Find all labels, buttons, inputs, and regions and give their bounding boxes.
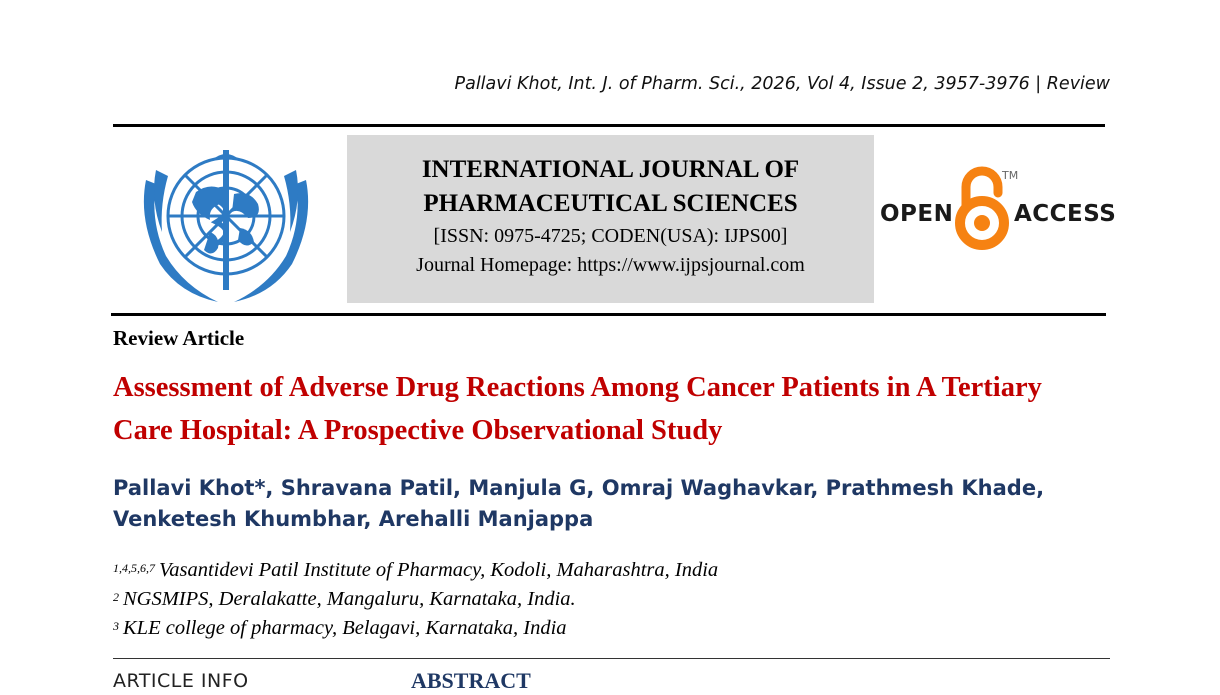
abstract-heading: ABSTRACT bbox=[411, 668, 531, 693]
article-title: Assessment of Adverse Drug Reactions Amo… bbox=[113, 372, 1042, 446]
open-access-trademark: TM bbox=[1002, 169, 1019, 182]
open-access-open-text: OPEN bbox=[880, 201, 954, 227]
journal-issn: [ISSN: 0975-4725; CODEN(USA): IJPS00] bbox=[433, 225, 788, 247]
section-divider bbox=[113, 658, 1110, 659]
author-list: Pallavi Khot*, Shravana Patil, Manjula G… bbox=[113, 473, 1113, 535]
open-access-logo: OPEN TM ACCESS bbox=[880, 165, 1116, 255]
header-rule-top bbox=[113, 124, 1105, 127]
affiliation-item: 3 KLE college of pharmacy, Belagavi, Karn… bbox=[113, 617, 567, 639]
affiliations: 1,4,5,6,7 Vasantidevi Patil Institute of … bbox=[113, 556, 718, 643]
open-access-access-text: ACCESS bbox=[1014, 201, 1117, 227]
journal-logo-emblem bbox=[143, 150, 309, 302]
author-line-1: Pallavi Khot*, Shravana Patil, Manjula G… bbox=[113, 476, 1045, 500]
article-type: Review Article bbox=[113, 326, 245, 350]
journal-name-line1: INTERNATIONAL JOURNAL OF bbox=[421, 156, 800, 183]
affiliation-item: 2 NGSMIPS, Deralakatte, Mangaluru, Karnat… bbox=[113, 588, 576, 610]
journal-homepage: Journal Homepage: https://www.ijpsjourna… bbox=[416, 254, 805, 276]
journal-name-line2: PHARMACEUTICAL SCIENCES bbox=[423, 190, 798, 217]
header-rule-bottom bbox=[111, 313, 1106, 316]
article-info-heading: ARTICLE INFO bbox=[113, 670, 249, 692]
author-line-2: Venketesh Khumbhar, Arehalli Manjappa bbox=[113, 507, 594, 531]
affiliation-item: 1,4,5,6,7 Vasantidevi Patil Institute of … bbox=[113, 559, 719, 581]
open-access-lock-icon bbox=[955, 166, 1009, 250]
citation-line: Pallavi Khot, Int. J. of Pharm. Sci., 20… bbox=[454, 74, 1110, 94]
journal-banner: INTERNATIONAL JOURNAL OF PHARMACEUTICAL … bbox=[347, 135, 874, 303]
